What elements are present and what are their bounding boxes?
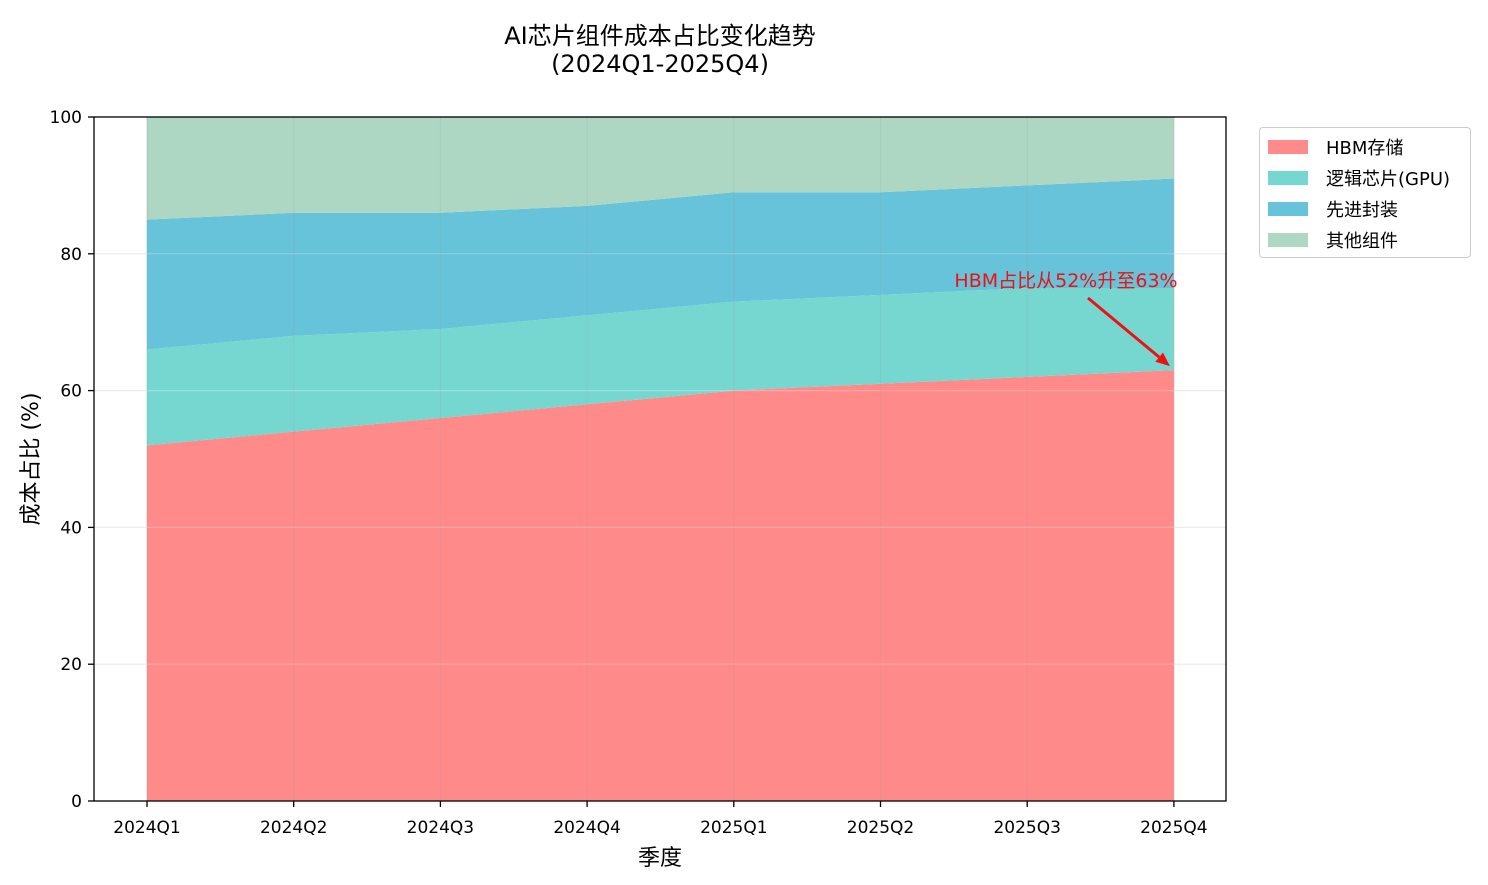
legend-swatch-hbm (1268, 140, 1308, 154)
y-axis-label: 成本占比 (%) (19, 392, 44, 525)
legend-item-logic: 逻辑芯片(GPU) (1268, 167, 1451, 190)
legend-swatch-packaging (1268, 202, 1308, 216)
area-series-0 (147, 370, 1174, 801)
x-tick-label: 2024Q2 (260, 818, 327, 838)
legend-swatch-other (1268, 233, 1308, 247)
legend-label-packaging: 先进封装 (1326, 200, 1398, 221)
y-tick-label: 100 (50, 108, 82, 128)
y-tick-label: 60 (60, 382, 82, 402)
legend-item-hbm: HBM存储 (1268, 136, 1404, 159)
area-layer (147, 117, 1174, 801)
chart-title: AI芯片组件成本占比变化趋势 (504, 22, 816, 50)
x-tick-label: 2025Q2 (847, 818, 914, 838)
x-tick-label: 2024Q4 (553, 818, 620, 838)
legend-label-hbm: HBM存储 (1326, 138, 1404, 159)
y-tick-label: 20 (60, 655, 82, 675)
y-tick-label: 40 (60, 518, 82, 538)
axis-layer: 0 20 40 60 80 100 2024Q1 2024Q2 2024Q3 2024Q4 2025… (50, 108, 1208, 838)
annotation-layer: HBM占比从52%升至63% (954, 270, 1178, 367)
y-tick-label: 80 (60, 245, 82, 265)
x-tick-label: 2025Q3 (993, 818, 1060, 838)
legend-item-other: 其他组件 (1268, 229, 1398, 252)
annotation-text: HBM占比从52%升至63% (954, 270, 1177, 292)
x-tick-label: 2025Q1 (700, 818, 767, 838)
x-tick-label: 2024Q3 (407, 818, 474, 838)
x-axis-label: 季度 (638, 846, 682, 871)
legend-label-other: 其他组件 (1326, 231, 1398, 252)
x-tick-label: 2025Q4 (1140, 818, 1207, 838)
chart-subtitle: (2024Q1-2025Q4) (551, 50, 769, 78)
legend-item-packaging: 先进封装 (1268, 198, 1398, 221)
area-series-2 (147, 178, 1174, 350)
annotation-arrow (1087, 296, 1161, 359)
plot-frame (93, 116, 1227, 802)
legend-swatch-logic (1268, 171, 1308, 185)
legend-label-logic: 逻辑芯片(GPU) (1326, 169, 1451, 190)
area-series-1 (147, 288, 1174, 446)
y-tick-label: 0 (71, 792, 82, 812)
x-tick-label: 2024Q1 (113, 818, 180, 838)
annotation-arrow-head (1155, 352, 1170, 367)
area-series-3 (147, 117, 1174, 220)
legend: HBM存储 逻辑芯片(GPU) 先进封装 其他组件 (1259, 127, 1471, 258)
